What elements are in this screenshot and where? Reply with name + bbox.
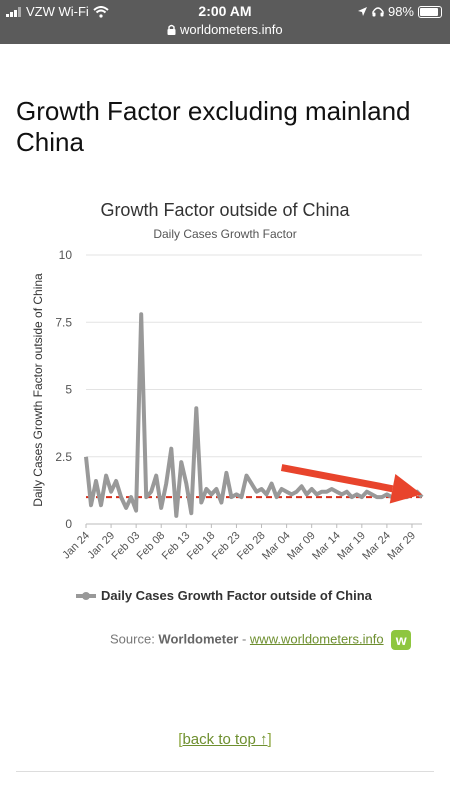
signal-icon — [6, 6, 21, 17]
worldometer-logo-icon[interactable]: w — [391, 630, 412, 650]
x-tick-label: Jan 24 — [60, 530, 92, 562]
arrow-shaft — [280, 464, 394, 493]
status-bar: VZW Wi-Fi 2:00 AM worldometers.info 98% — [0, 0, 450, 44]
y-tick-layer: 0 2.5 5 7.5 10 — [55, 248, 72, 531]
status-left: VZW Wi-Fi — [6, 4, 109, 19]
carrier-label: VZW Wi-Fi — [26, 4, 89, 19]
legend-marker — [82, 592, 90, 600]
arrow-head — [389, 474, 422, 504]
headphones-icon — [372, 7, 384, 17]
y-tick-label: 7.5 — [55, 315, 72, 329]
back-to-top-open: [ — [178, 731, 183, 748]
source-link[interactable]: www.worldometers.info — [249, 631, 384, 647]
back-to-top-close: ] — [267, 731, 272, 748]
y-tick-label: 5 — [65, 383, 72, 397]
x-tick-label: Mar 29 — [385, 530, 418, 563]
annotation-arrow — [280, 464, 422, 504]
source-brand: Worldometer — [158, 631, 239, 647]
battery-percent: 98% — [387, 4, 414, 19]
series-layer — [84, 312, 424, 518]
series-line — [84, 312, 424, 518]
source-prefix: Source: — [110, 631, 159, 647]
status-right: 98% — [357, 4, 442, 19]
y-tick-label: 2.5 — [55, 450, 72, 464]
y-tick-label: 10 — [59, 248, 73, 262]
status-time: 2:00 AM — [198, 3, 252, 19]
y-axis-label: Daily Cases Growth Factor outside of Chi… — [31, 273, 45, 507]
grid-layer — [86, 254, 422, 525]
legend-label: Daily Cases Growth Factor outside of Chi… — [101, 588, 373, 603]
back-to-top: [back to top ↑] — [0, 731, 450, 748]
y-tick-label: 0 — [65, 517, 72, 531]
growth-factor-chart: Growth Factor outside of China Daily Cas… — [31, 200, 424, 603]
wifi-icon — [93, 5, 109, 18]
legend[interactable]: Daily Cases Growth Factor outside of Chi… — [76, 588, 373, 603]
source-credit: Source: Worldometer - www.worldometers.i… — [110, 630, 412, 650]
lock-icon — [167, 24, 176, 35]
source-separator: - — [238, 631, 250, 647]
chart-subtitle: Daily Cases Growth Factor — [153, 227, 296, 241]
page-title: Growth Factor excluding mainland China — [16, 96, 411, 157]
chart-title: Growth Factor outside of China — [100, 200, 350, 220]
battery-icon — [418, 5, 442, 18]
divider — [16, 771, 434, 772]
address-bar[interactable]: worldometers.info — [0, 22, 450, 37]
location-icon — [357, 7, 367, 16]
url-text: worldometers.info — [180, 22, 283, 37]
back-to-top-link[interactable]: back to top ↑ — [182, 731, 268, 748]
